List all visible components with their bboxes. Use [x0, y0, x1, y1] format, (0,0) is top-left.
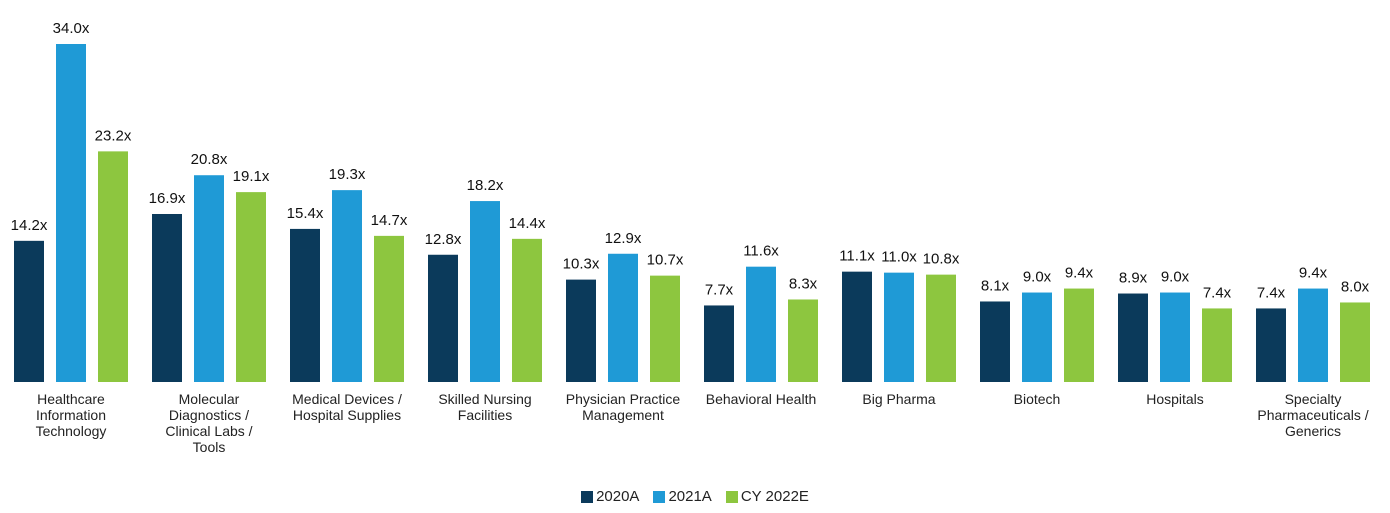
value-label: 20.8x [191, 151, 228, 168]
value-label: 19.3x [329, 166, 366, 183]
bar [650, 275, 680, 382]
legend-swatch [653, 490, 666, 503]
x-tick-label: Medical Devices / Hospital Supplies [292, 391, 402, 423]
bar [926, 274, 956, 382]
bar [746, 266, 776, 382]
legend-swatch [581, 490, 594, 503]
x-tick-label: Physician Practice Management [565, 391, 681, 423]
bar [704, 305, 734, 382]
value-label: 10.3x [563, 256, 600, 273]
value-label: 23.2x [95, 127, 132, 144]
x-tick-label: Skilled Nursing Facilities [438, 391, 532, 423]
bar [1064, 288, 1094, 382]
bar [56, 44, 86, 382]
bar [1340, 302, 1370, 382]
legend-swatch [725, 490, 738, 503]
x-tick-label: Big Pharma [862, 391, 936, 407]
bar [290, 228, 320, 382]
value-label: 19.1x [233, 168, 270, 185]
bar [428, 254, 458, 382]
bar [332, 190, 362, 382]
value-label: 34.0x [53, 20, 90, 37]
bar [1298, 288, 1328, 382]
bar [194, 175, 224, 382]
value-label: 7.4x [1257, 284, 1286, 301]
value-label: 12.8x [425, 231, 462, 248]
bar [152, 213, 182, 382]
bar [980, 301, 1010, 382]
legend-label: 2020A [596, 488, 640, 505]
value-label: 8.0x [1341, 278, 1370, 295]
value-label: 15.4x [287, 205, 324, 222]
bar [608, 253, 638, 382]
value-label: 10.7x [647, 252, 684, 269]
value-label: 11.6x [743, 243, 779, 260]
value-label: 9.4x [1299, 265, 1328, 282]
value-label: 8.3x [789, 275, 818, 292]
bar [470, 201, 500, 382]
bar [374, 235, 404, 382]
value-label: 10.8x [923, 251, 960, 268]
x-tick-label: Healthcare Information Technology [35, 391, 107, 439]
legend-label: CY 2022E [740, 488, 809, 505]
legend: 2020A 2021A CY 2022E [0, 488, 1390, 505]
x-tick-label: Biotech [1013, 391, 1061, 407]
bar [788, 299, 818, 382]
value-label: 9.0x [1161, 269, 1190, 286]
bar [1118, 293, 1148, 382]
value-label: 7.4x [1203, 284, 1232, 301]
legend-item: 2020A [581, 488, 639, 505]
value-label: 14.7x [371, 212, 408, 229]
value-label: 11.0x [881, 249, 917, 266]
bar [1256, 308, 1286, 382]
value-label: 9.4x [1065, 265, 1094, 282]
bar [1160, 292, 1190, 382]
x-tick-label: Molecular Diagnostics / Clinical Labs / … [165, 391, 253, 455]
value-label: 11.1x [839, 248, 875, 265]
bar [512, 238, 542, 382]
value-label: 14.4x [509, 215, 546, 232]
bar [884, 272, 914, 382]
bar [14, 240, 44, 382]
bar [1202, 308, 1232, 382]
bar [98, 151, 128, 382]
x-tick-label: Behavioral Health [705, 391, 817, 407]
value-label: 12.9x [605, 230, 642, 247]
bar [566, 279, 596, 382]
value-label: 14.2x [11, 217, 48, 234]
bar [236, 192, 266, 382]
value-label: 16.9x [149, 190, 186, 207]
legend-label: 2021A [668, 488, 712, 505]
value-label: 8.1x [981, 277, 1010, 294]
bar [1022, 292, 1052, 382]
value-label: 8.9x [1119, 270, 1148, 287]
value-label: 9.0x [1023, 269, 1052, 286]
x-tick-label: Hospitals [1146, 391, 1204, 407]
legend-item: 2021A [653, 488, 712, 505]
legend-item: CY 2022E [725, 488, 809, 505]
bar [842, 271, 872, 382]
x-tick-label: Specialty Pharmaceuticals / Generics [1257, 391, 1369, 439]
value-label: 18.2x [467, 177, 504, 194]
value-label: 7.7x [705, 281, 734, 298]
